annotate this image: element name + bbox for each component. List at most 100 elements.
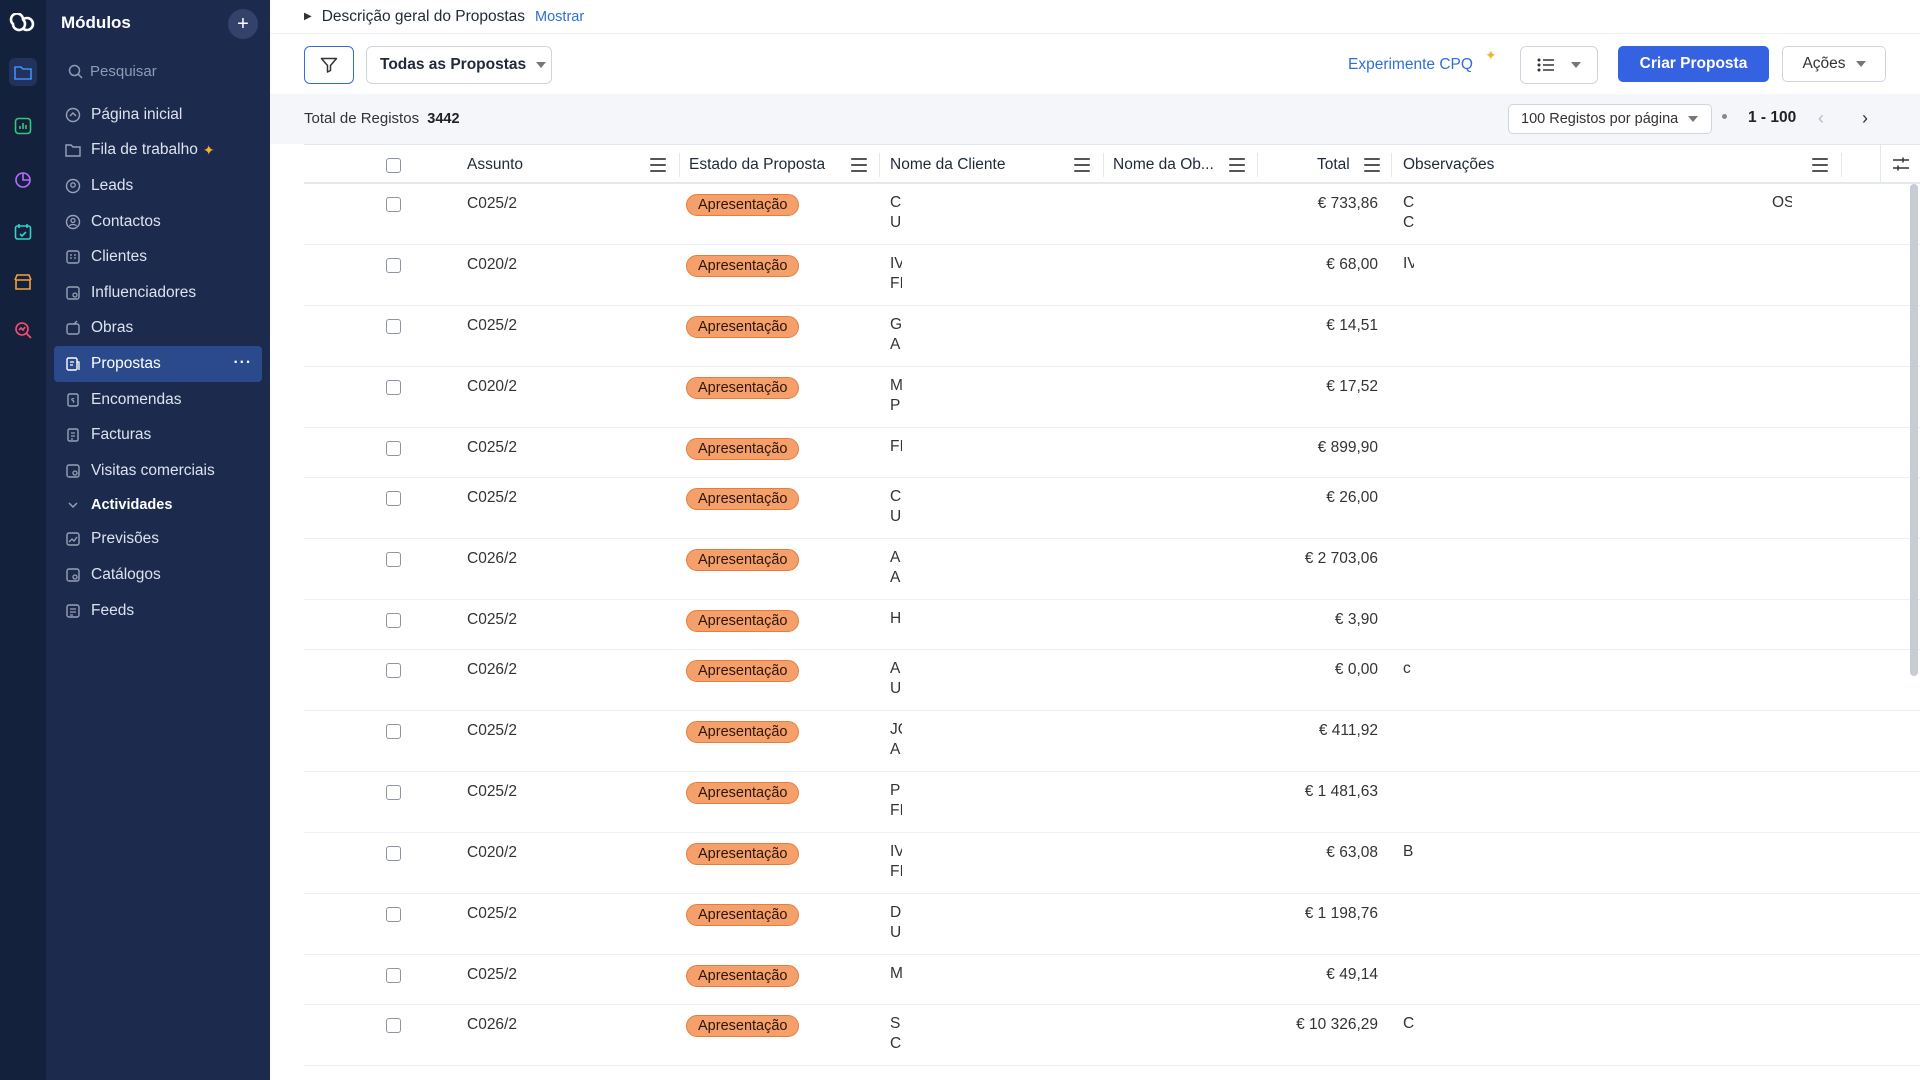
- cell-subject[interactable]: C020/2: [467, 256, 517, 273]
- sidebar-item-contactos[interactable]: Contactos: [54, 204, 262, 240]
- actions-button[interactable]: Ações: [1782, 46, 1886, 82]
- cell-client[interactable]: M: [890, 965, 902, 982]
- row-checkbox[interactable]: [386, 319, 401, 334]
- table-row[interactable]: C026/2 Apresentação A A € 2 703,06: [304, 539, 1920, 600]
- column-header-status[interactable]: Estado da Proposta: [689, 156, 826, 173]
- sidebar-search[interactable]: Pesquisar: [58, 56, 258, 86]
- cell-subject[interactable]: C025/2: [467, 489, 517, 506]
- search-input[interactable]: Pesquisar: [90, 62, 157, 80]
- table-row[interactable]: C025/2 Apresentação M € 49,14: [304, 955, 1920, 1005]
- vertical-scrollbar[interactable]: [1910, 184, 1918, 676]
- cell-subject[interactable]: C025/2: [467, 439, 517, 456]
- table-row[interactable]: C025/2 Apresentação D U € 1 198,76: [304, 894, 1920, 955]
- list-view-button[interactable]: [1520, 46, 1598, 84]
- row-checkbox[interactable]: [386, 1018, 401, 1033]
- sidebar-item-propostas[interactable]: Propostas ···: [54, 346, 262, 382]
- row-checkbox[interactable]: [386, 968, 401, 983]
- table-row[interactable]: C026/2 Apresentação A U € 0,00 c: [304, 650, 1920, 711]
- try-cpq-link[interactable]: Experimente CPQ ✦: [1348, 47, 1497, 74]
- cell-subject[interactable]: C025/2: [467, 611, 517, 628]
- cell-client[interactable]: G A: [890, 316, 902, 353]
- cell-subject[interactable]: C025/2: [467, 783, 517, 800]
- cell-subject[interactable]: C026/2: [467, 1016, 517, 1033]
- column-menu-icon[interactable]: [851, 158, 867, 172]
- calendar-check-icon[interactable]: [9, 218, 37, 246]
- sidebar-item-catalogos[interactable]: Catálogos: [54, 557, 262, 593]
- sidebar-group-actividades[interactable]: Actividades: [54, 489, 262, 522]
- sidebar-item-influenciadores[interactable]: Influenciadores: [54, 275, 262, 311]
- column-header-client[interactable]: Nome da Cliente: [890, 156, 1006, 173]
- table-row[interactable]: C020/2 Apresentação IV FI € 63,08 B: [304, 833, 1920, 894]
- table-row[interactable]: C026/2 Apresentação S C € 10 326,29 C: [304, 1005, 1920, 1066]
- table-row[interactable]: C025/2 Apresentação FI € 899,90: [304, 428, 1920, 478]
- records-per-page-select[interactable]: 100 Registos por página: [1508, 104, 1712, 134]
- column-menu-icon[interactable]: [650, 158, 666, 172]
- folder-icon[interactable]: [9, 58, 37, 86]
- table-row[interactable]: C020/2 Apresentação IV FI € 68,00 IV: [304, 245, 1920, 306]
- sidebar-item-encomendas[interactable]: Encomendas: [54, 382, 262, 418]
- sidebar-item-feeds[interactable]: Feeds: [54, 593, 262, 629]
- create-quote-button[interactable]: Criar Proposta: [1618, 46, 1769, 82]
- show-overview-link[interactable]: Mostrar: [535, 8, 585, 25]
- add-module-button[interactable]: +: [228, 9, 258, 39]
- table-row[interactable]: C025/2 Apresentação C U € 26,00: [304, 478, 1920, 539]
- cell-client[interactable]: IV FI: [890, 255, 902, 292]
- cell-subject[interactable]: C025/2: [467, 195, 517, 212]
- row-checkbox[interactable]: [386, 613, 401, 628]
- pie-chart-icon[interactable]: [9, 166, 37, 194]
- cell-subject[interactable]: C026/2: [467, 550, 517, 567]
- cell-client[interactable]: A A: [890, 549, 901, 586]
- row-checkbox[interactable]: [386, 907, 401, 922]
- next-page-icon[interactable]: ›: [1862, 108, 1868, 128]
- column-header-project[interactable]: Nome da Ob...: [1113, 156, 1214, 173]
- cell-client[interactable]: FI: [890, 438, 902, 455]
- row-checkbox[interactable]: [386, 552, 401, 567]
- row-checkbox[interactable]: [386, 441, 401, 456]
- expand-caret-icon[interactable]: ▶: [304, 11, 312, 22]
- row-checkbox[interactable]: [386, 491, 401, 506]
- row-checkbox[interactable]: [386, 197, 401, 212]
- cell-client[interactable]: JO A: [890, 721, 902, 758]
- cell-subject[interactable]: C026/2: [467, 661, 517, 678]
- cell-subject[interactable]: C025/2: [467, 317, 517, 334]
- table-row[interactable]: C025/2 Apresentação G A € 14,51: [304, 306, 1920, 367]
- column-settings-icon[interactable]: [1880, 144, 1920, 184]
- cell-client[interactable]: H: [890, 610, 902, 627]
- column-menu-icon[interactable]: [1812, 158, 1828, 172]
- row-checkbox[interactable]: [386, 380, 401, 395]
- sidebar-item-clientes[interactable]: Clientes: [54, 239, 262, 275]
- sidebar-item-facturas[interactable]: Facturas: [54, 417, 262, 453]
- sidebar-item-pagina-inicial[interactable]: Página inicial: [54, 97, 262, 133]
- previous-page-icon[interactable]: ‹: [1818, 108, 1824, 128]
- column-header-subject[interactable]: Assunto: [467, 156, 524, 173]
- cell-client[interactable]: S C: [890, 1015, 902, 1052]
- cell-subject[interactable]: C025/2: [467, 966, 517, 983]
- cell-client[interactable]: C U: [890, 488, 902, 525]
- sidebar-item-previsoes[interactable]: Previsões: [54, 522, 262, 558]
- cell-client[interactable]: IV FI: [890, 843, 902, 880]
- select-all-checkbox[interactable]: [386, 145, 401, 185]
- sidebar-item-obras[interactable]: Obras: [54, 311, 262, 347]
- cell-subject[interactable]: C020/2: [467, 844, 517, 861]
- column-header-observations[interactable]: Observações: [1403, 156, 1495, 173]
- cell-client[interactable]: P FI: [890, 782, 902, 819]
- column-menu-icon[interactable]: [1074, 158, 1090, 172]
- row-checkbox[interactable]: [386, 785, 401, 800]
- sidebar-item-fila-de-trabalho[interactable]: Fila de trabalho ✦: [54, 133, 262, 169]
- table-row[interactable]: C025/2 Apresentação C U € 733,86 C C OS: [304, 184, 1920, 245]
- sidebar-item-leads[interactable]: Leads: [54, 168, 262, 204]
- cell-client[interactable]: C U: [890, 194, 902, 231]
- row-checkbox[interactable]: [386, 846, 401, 861]
- row-checkbox[interactable]: [386, 663, 401, 678]
- table-row[interactable]: C025/2 Apresentação JO A € 411,92: [304, 711, 1920, 772]
- filter-button[interactable]: [304, 46, 354, 84]
- column-header-total[interactable]: Total: [1317, 156, 1350, 173]
- cell-client[interactable]: D U: [890, 904, 902, 941]
- sidebar-item-visitas-comerciais[interactable]: Visitas comerciais: [54, 453, 262, 489]
- search-analytics-icon[interactable]: [9, 316, 37, 344]
- row-checkbox[interactable]: [386, 258, 401, 273]
- cell-subject[interactable]: C025/2: [467, 905, 517, 922]
- analytics-icon[interactable]: [9, 112, 37, 140]
- cell-client[interactable]: M P: [890, 377, 902, 414]
- app-logo-icon[interactable]: [5, 6, 41, 42]
